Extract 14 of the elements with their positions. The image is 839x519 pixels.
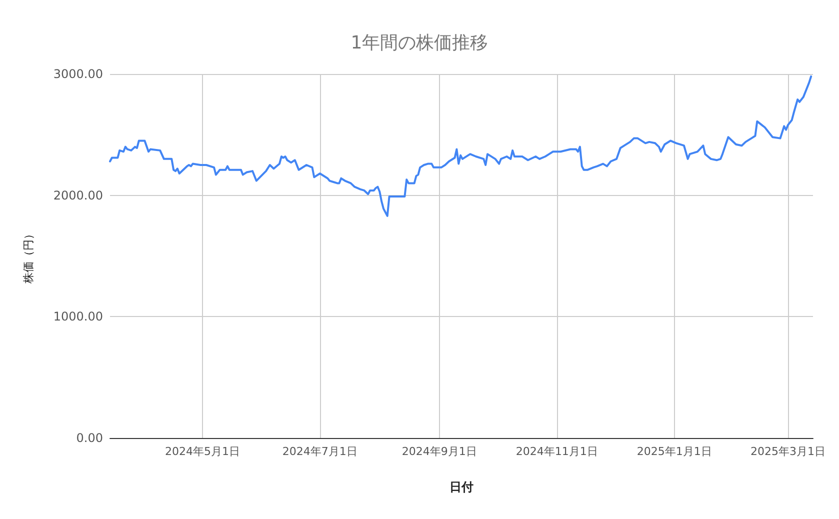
- x-axis-title: 日付: [450, 480, 474, 494]
- y-tick-label: 1000.00: [53, 310, 103, 324]
- x-tick-label: 2025年3月1日: [750, 445, 826, 458]
- y-tick-label: 2000.00: [53, 188, 103, 202]
- x-tick-label: 2024年9月1日: [402, 445, 477, 458]
- line-series: [109, 75, 812, 217]
- y-axis-title: 株価（円）: [22, 228, 35, 284]
- chart-title: 1年間の株価推移: [350, 32, 488, 54]
- x-tick-label: 2025年1月1日: [636, 445, 712, 458]
- x-tick-label: 2024年7月1日: [282, 445, 358, 458]
- y-tick-label: 0.00: [76, 431, 103, 445]
- y-tick-label: 3000.00: [53, 67, 103, 81]
- x-tick-label: 2024年11月1日: [516, 445, 598, 458]
- x-tick-label: 2024年5月1日: [164, 445, 240, 458]
